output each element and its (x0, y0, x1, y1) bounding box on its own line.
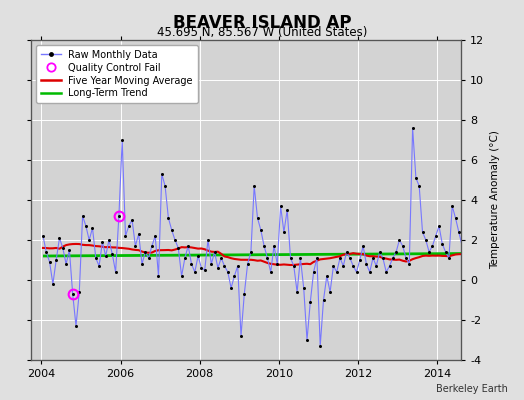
Legend: Raw Monthly Data, Quality Control Fail, Five Year Moving Average, Long-Term Tren: Raw Monthly Data, Quality Control Fail, … (36, 45, 198, 103)
Text: Berkeley Earth: Berkeley Earth (436, 384, 508, 394)
Text: 45.695 N, 85.567 W (United States): 45.695 N, 85.567 W (United States) (157, 26, 367, 39)
Y-axis label: Temperature Anomaly (°C): Temperature Anomaly (°C) (490, 130, 500, 270)
Text: BEAVER ISLAND AP: BEAVER ISLAND AP (173, 14, 351, 32)
